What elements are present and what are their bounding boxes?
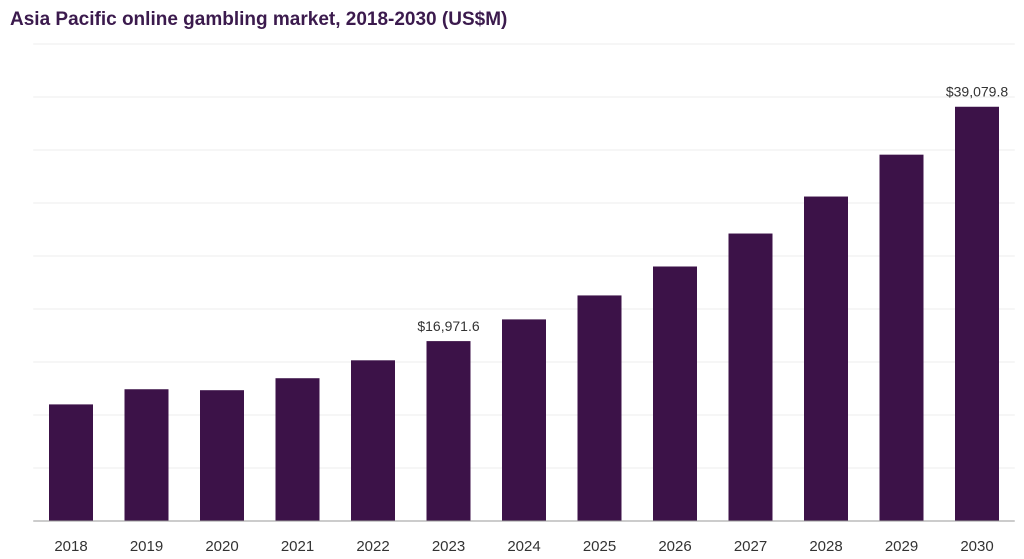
x-tick-label: 2023 bbox=[432, 538, 465, 555]
x-tick-label: 2030 bbox=[960, 538, 993, 555]
bar bbox=[351, 360, 395, 521]
value-label: $39,079.8 bbox=[946, 83, 1008, 99]
bar bbox=[49, 404, 93, 521]
x-tick-label: 2019 bbox=[130, 538, 163, 555]
x-tick-label: 2024 bbox=[507, 538, 540, 555]
bar bbox=[124, 389, 169, 521]
bar bbox=[653, 266, 697, 521]
bar bbox=[804, 196, 848, 521]
bar bbox=[955, 106, 999, 521]
value-label: $16,971.6 bbox=[417, 318, 479, 334]
x-tick-label: 2021 bbox=[281, 538, 314, 555]
bar bbox=[577, 295, 622, 521]
bar bbox=[502, 319, 546, 521]
bar bbox=[275, 378, 320, 521]
x-tick-label: 2027 bbox=[734, 538, 767, 555]
x-tick-label: 2022 bbox=[356, 538, 389, 555]
x-tick-label: 2028 bbox=[809, 538, 842, 555]
bar bbox=[426, 341, 471, 521]
bar bbox=[200, 390, 244, 521]
x-tick-label: 2026 bbox=[658, 538, 691, 555]
chart-title: Asia Pacific online gambling market, 201… bbox=[10, 9, 507, 30]
x-tick-label: 2025 bbox=[583, 538, 616, 555]
x-tick-label: 2018 bbox=[54, 538, 87, 555]
bar bbox=[879, 154, 924, 521]
bar bbox=[728, 233, 773, 521]
x-tick-label: 2029 bbox=[885, 538, 918, 555]
x-tick-label: 2020 bbox=[205, 538, 238, 555]
